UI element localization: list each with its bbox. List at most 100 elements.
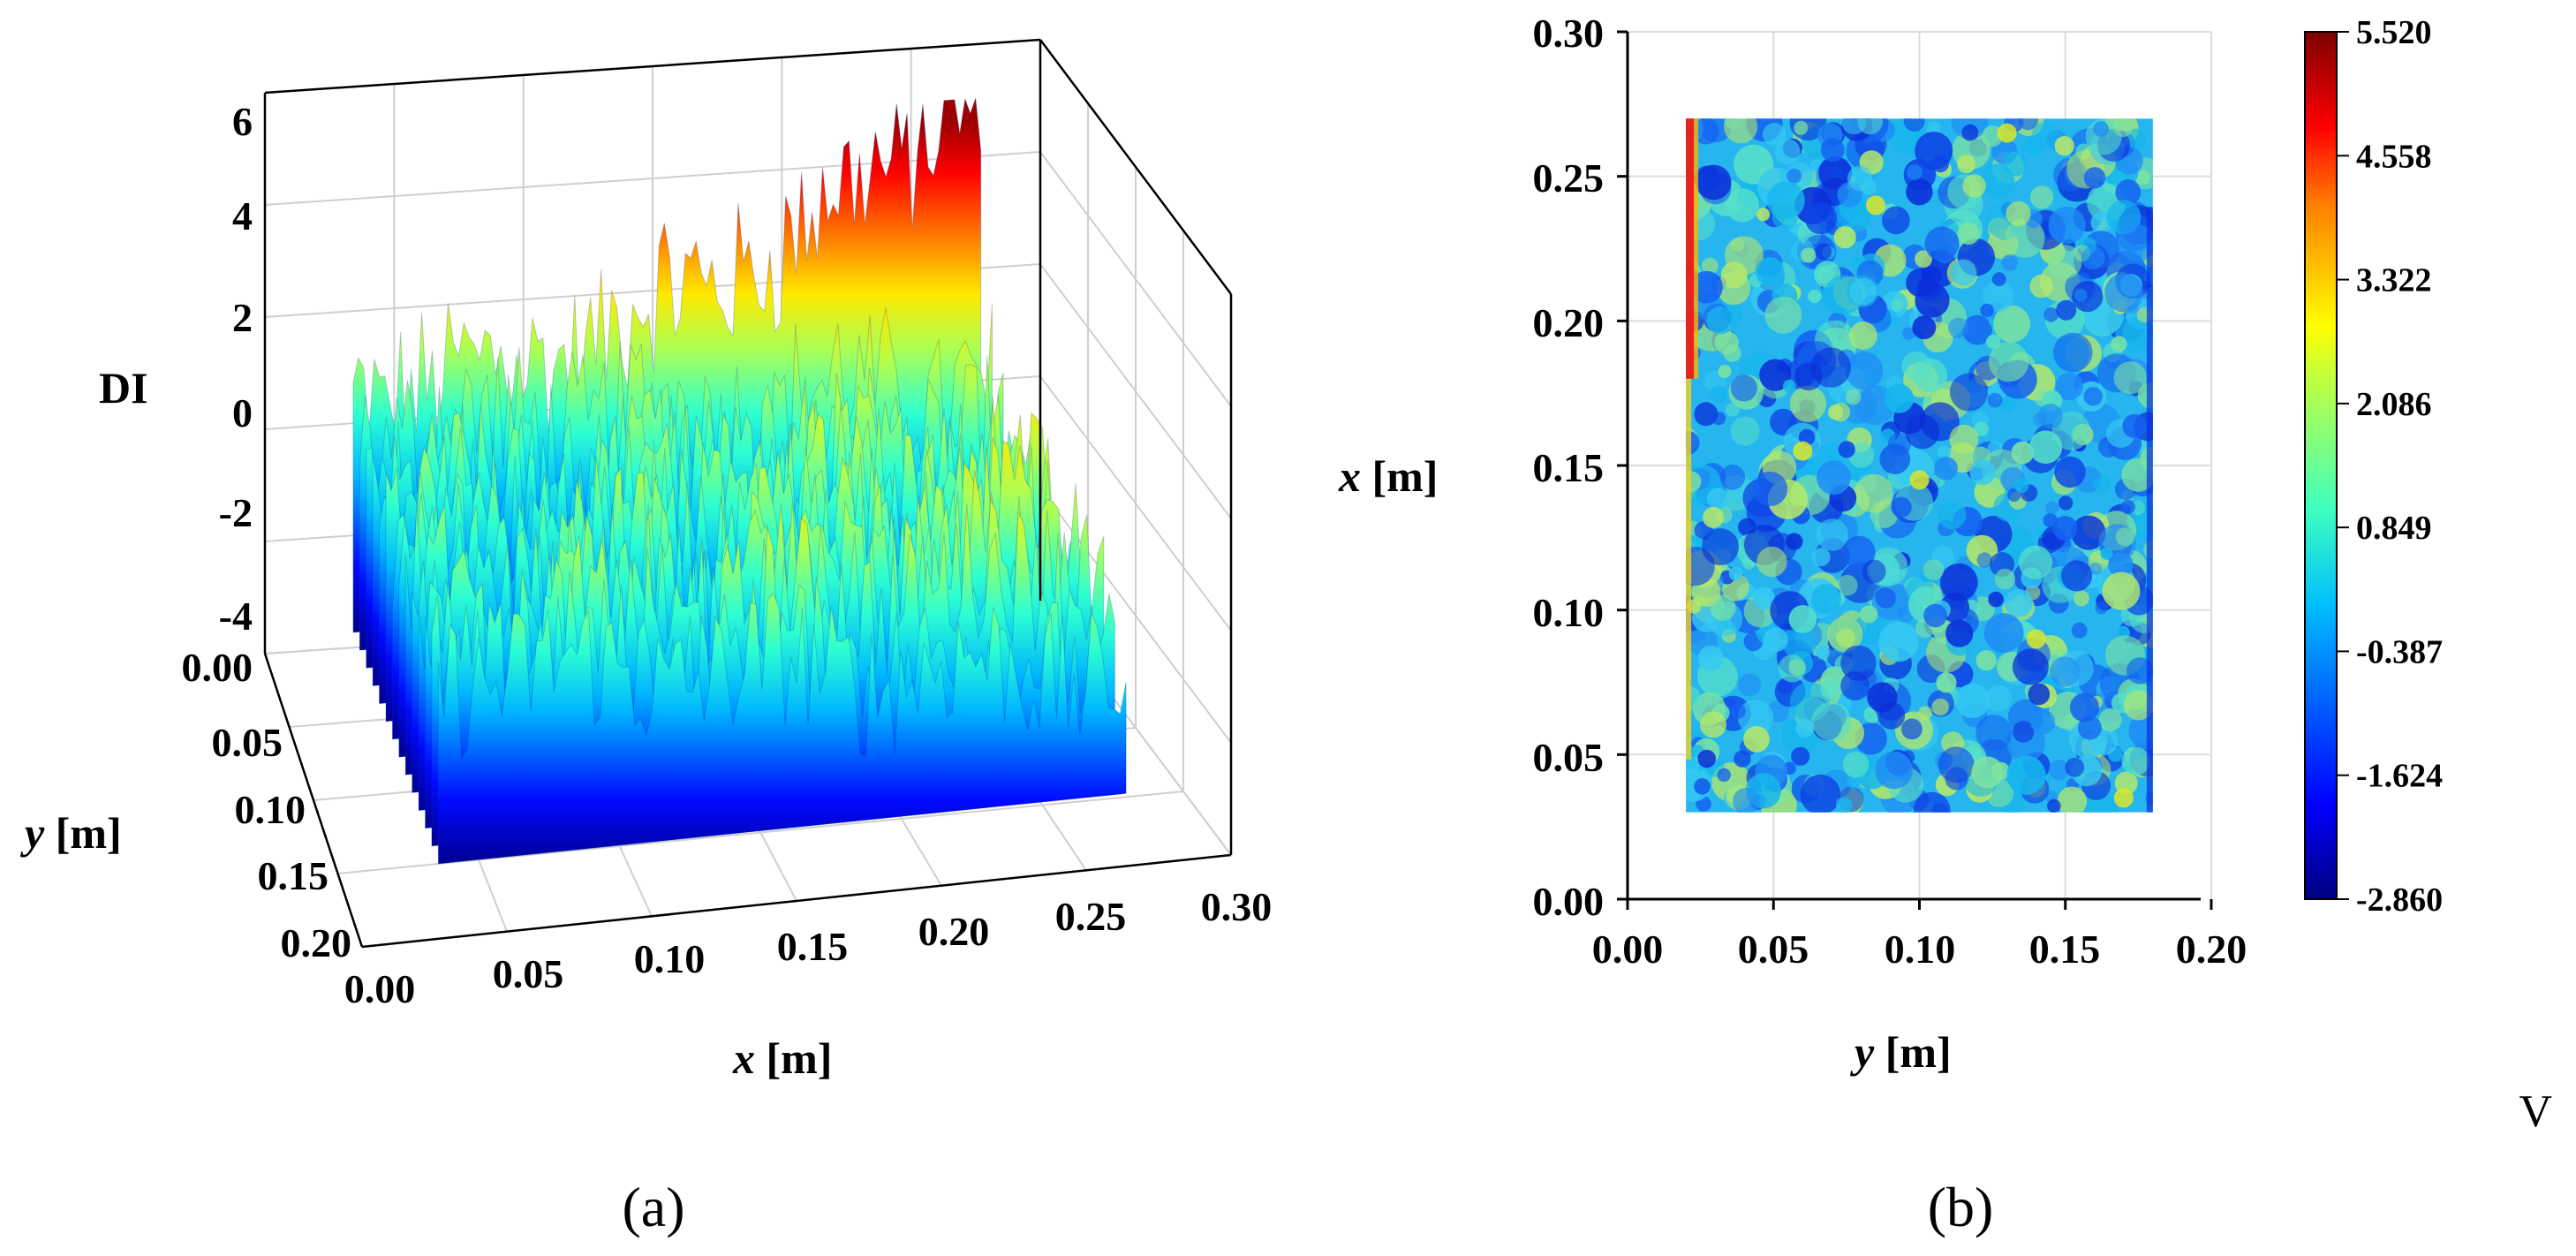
- surface-row: [437, 592, 1127, 865]
- heatmap-blob: [1938, 500, 1967, 530]
- heatmap-hotspot: [1997, 123, 2017, 143]
- heatmap-blob: [1878, 621, 1919, 662]
- x-axis-var: x: [732, 1033, 755, 1083]
- heatmap-blob: [2114, 771, 2138, 795]
- heatmap-blob: [2055, 372, 2083, 401]
- x-tick-label: 0.00: [1592, 927, 1664, 972]
- z-tick-label: 2: [232, 295, 253, 340]
- heatmap-blob: [2029, 274, 2053, 299]
- heatmap-blob: [2093, 475, 2111, 494]
- heatmap-blob: [2115, 527, 2134, 547]
- heatmap-blob: [1983, 280, 2014, 313]
- x-axis-space: [1874, 1027, 1885, 1077]
- heatmap-blob: [1706, 306, 1734, 335]
- y-axis-space: [44, 808, 56, 858]
- heatmap-blob: [1836, 797, 1853, 813]
- hot-edge-strip: [1686, 118, 1695, 379]
- heatmap-blob: [2050, 656, 2081, 687]
- heatmap-blob: [1764, 296, 1802, 334]
- heatmap-blob: [1862, 559, 1886, 584]
- heatmap-blob: [1923, 559, 1945, 580]
- heatmap-blob: [1915, 283, 1950, 318]
- heatmap-blob: [1969, 459, 1996, 486]
- heatmap-blob: [1903, 118, 1925, 132]
- heatmap-blob: [1847, 165, 1873, 192]
- heatmap-blob: [1926, 121, 1941, 135]
- heatmap-blob: [2054, 456, 2086, 488]
- heatmap-blob: [1700, 711, 1726, 738]
- heatmap-blob: [1891, 496, 1912, 518]
- heatmap-blob: [1901, 351, 1931, 382]
- heatmap-blob: [1701, 257, 1719, 275]
- heatmap-blob: [2049, 760, 2070, 781]
- heatmap-blob: [1724, 118, 1758, 144]
- heatmap-blob: [1810, 347, 1851, 388]
- heatmap-blob: [1836, 628, 1855, 648]
- box-edge: [361, 853, 1232, 949]
- heatmap-blob: [1837, 574, 1858, 596]
- heatmap-blob: [1877, 701, 1906, 730]
- heatmap-blob: [1718, 365, 1732, 378]
- heatmap-blob: [1833, 226, 1856, 249]
- heatmap-blob: [1795, 718, 1815, 738]
- heatmap-blob: [1950, 259, 1977, 286]
- heatmap-blob: [1842, 535, 1876, 570]
- heatmap-blob: [1931, 698, 1949, 716]
- y-tick-label: 0.00: [1533, 879, 1605, 924]
- colorbar-tick-label: 5.520: [2356, 14, 2432, 51]
- heatmap-blob: [1998, 396, 2016, 412]
- heatmap-blob: [2013, 721, 2035, 743]
- heatmap-blob: [1949, 424, 1979, 454]
- heatmap-blob: [1848, 322, 1877, 350]
- heatmap-blob: [1706, 488, 1729, 510]
- heatmap-blob: [2073, 590, 2089, 607]
- heatmap-blob: [1763, 123, 1787, 147]
- heatmap-blob: [1855, 473, 1893, 513]
- heatmap-blob: [1808, 289, 1822, 304]
- heatmap-blob: [1734, 750, 1751, 768]
- heatmap-blob: [2054, 136, 2074, 156]
- heatmap-blob: [1694, 402, 1719, 427]
- heatmap-blob: [2037, 404, 2063, 429]
- heatmap-blob: [1948, 317, 1969, 339]
- heatmap-blob: [1855, 385, 1895, 426]
- x-tick-label: 0.20: [2176, 927, 2247, 972]
- colorbar-tick-label: -0.387: [2356, 633, 2443, 670]
- x-axis-space: [755, 1033, 767, 1083]
- box-edge: [1039, 39, 1232, 295]
- colorbar-tick-label: 0.849: [2356, 510, 2432, 547]
- heatmap-blob: [1931, 803, 1948, 813]
- heatmap-blob: [1724, 236, 1764, 276]
- heatmap-blob: [1915, 250, 1932, 268]
- heatmap-blob: [2072, 281, 2104, 313]
- heatmap-blob: [1882, 206, 1910, 235]
- heatmap-blob: [1787, 168, 1802, 184]
- heatmap-blob: [1694, 778, 1711, 795]
- heatmap-blob: [1831, 402, 1851, 422]
- heatmap-blob: [1845, 389, 1862, 405]
- heatmap-blob: [1759, 359, 1792, 391]
- colorbar-tick-label: 3.322: [2356, 262, 2432, 299]
- heatmap-blob: [1811, 701, 1851, 741]
- heatmap-blob: [1710, 594, 1736, 621]
- heatmap-blob: [1726, 402, 1740, 417]
- colorbar-tick-label: 4.558: [2356, 138, 2432, 175]
- heatmap-blob: [1777, 679, 1793, 695]
- heatmap-blob: [1962, 174, 1986, 198]
- panel-b-heatmap: 0.00 0.05 0.10 0.15 0.20 0.25 0.30 0.00 …: [1338, 11, 2552, 1238]
- heatmap-blob: [1786, 533, 1803, 550]
- right-edge-strip: [2146, 207, 2153, 813]
- heatmap-blob: [2030, 709, 2056, 735]
- heatmap-blob: [1733, 787, 1760, 813]
- y-axis-var: y: [20, 808, 45, 858]
- heatmap-blob: [1719, 465, 1746, 490]
- x-axis-label: x [m]: [732, 1033, 832, 1083]
- heatmap-blob: [2052, 516, 2078, 541]
- heatmap-blob: [2121, 458, 2153, 492]
- heatmap-blob: [1847, 775, 1861, 789]
- heatmap-blob: [2104, 273, 2143, 313]
- heatmap-blob: [1717, 271, 1751, 306]
- heatmap-blob: [1730, 375, 1757, 402]
- heatmap-blob: [1810, 584, 1842, 615]
- heatmap-blob: [2004, 588, 2033, 617]
